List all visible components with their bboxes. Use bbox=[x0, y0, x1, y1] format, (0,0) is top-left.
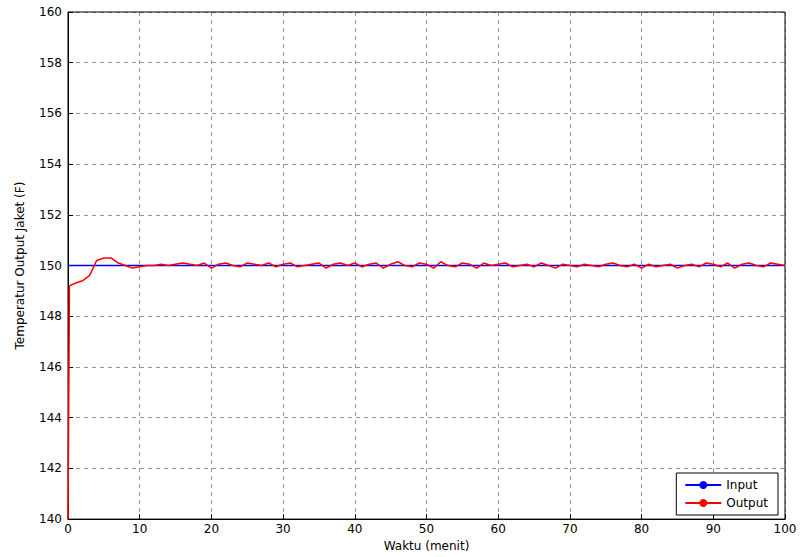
svg-text:10: 10 bbox=[132, 522, 147, 536]
svg-text:156: 156 bbox=[39, 106, 62, 120]
svg-text:Input: Input bbox=[726, 478, 757, 492]
svg-text:100: 100 bbox=[774, 522, 797, 536]
svg-text:144: 144 bbox=[39, 411, 62, 425]
svg-text:90: 90 bbox=[706, 522, 721, 536]
svg-text:150: 150 bbox=[39, 259, 62, 273]
svg-text:154: 154 bbox=[39, 157, 62, 171]
svg-text:158: 158 bbox=[39, 56, 62, 70]
svg-text:0: 0 bbox=[64, 522, 72, 536]
svg-text:Waktu (menit): Waktu (menit) bbox=[384, 539, 470, 553]
svg-text:30: 30 bbox=[275, 522, 290, 536]
svg-text:Output: Output bbox=[726, 496, 768, 510]
svg-text:146: 146 bbox=[39, 360, 62, 374]
svg-text:148: 148 bbox=[39, 309, 62, 323]
svg-text:20: 20 bbox=[204, 522, 219, 536]
svg-text:Temperatur Output Jaket (F): Temperatur Output Jaket (F) bbox=[13, 182, 27, 351]
svg-text:152: 152 bbox=[39, 208, 62, 222]
svg-text:80: 80 bbox=[634, 522, 649, 536]
svg-text:40: 40 bbox=[347, 522, 362, 536]
svg-text:140: 140 bbox=[39, 512, 62, 526]
svg-text:160: 160 bbox=[39, 5, 62, 19]
svg-text:70: 70 bbox=[562, 522, 577, 536]
svg-text:142: 142 bbox=[39, 461, 62, 475]
svg-text:60: 60 bbox=[491, 522, 506, 536]
svg-text:50: 50 bbox=[419, 522, 434, 536]
